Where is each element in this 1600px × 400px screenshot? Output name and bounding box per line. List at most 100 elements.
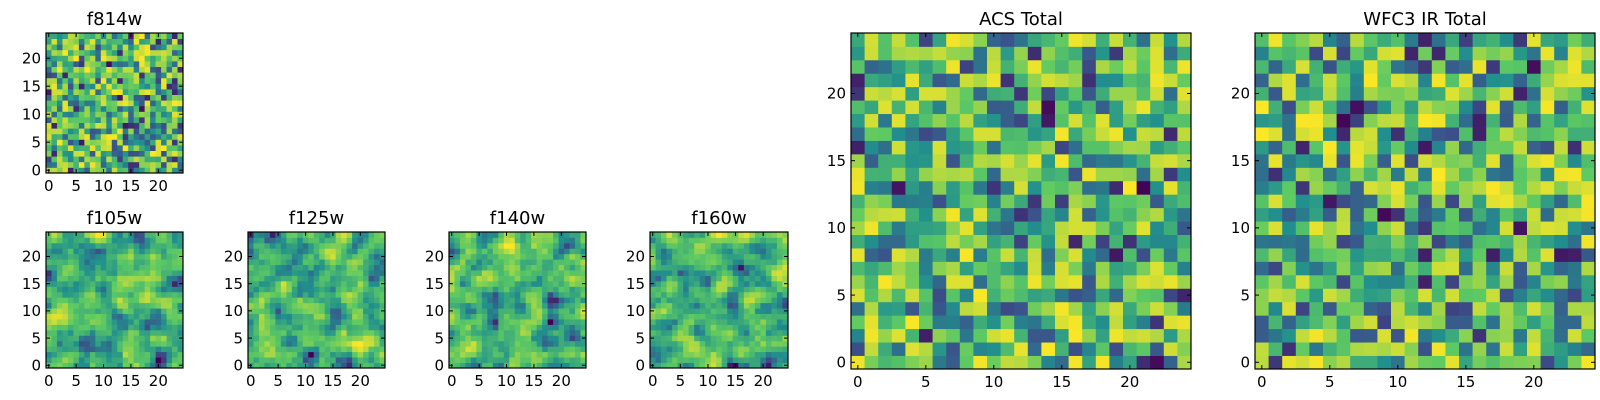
heatmap-cell bbox=[705, 357, 712, 363]
heatmap-cell bbox=[1581, 100, 1596, 115]
heatmap-cell bbox=[1123, 342, 1137, 356]
heatmap-cell bbox=[476, 275, 483, 282]
heatmap-cell bbox=[363, 297, 369, 304]
heatmap-cell bbox=[520, 264, 527, 271]
heatmap-cell bbox=[905, 46, 920, 61]
heatmap-cell bbox=[765, 308, 772, 314]
heatmap-cell bbox=[172, 362, 178, 369]
heatmap-cell bbox=[449, 286, 455, 293]
heatmap-cell bbox=[1150, 288, 1165, 303]
heatmap-cell bbox=[782, 264, 789, 271]
heatmap-cell bbox=[62, 128, 69, 135]
heatmap-cell bbox=[280, 319, 287, 325]
heatmap-cell bbox=[177, 297, 184, 304]
heatmap-cell bbox=[374, 346, 380, 353]
heatmap-cell bbox=[374, 362, 380, 369]
heatmap-cell bbox=[564, 313, 570, 320]
heatmap-cell bbox=[297, 324, 304, 331]
heatmap-cell bbox=[749, 340, 756, 347]
heatmap-cell bbox=[547, 302, 554, 309]
heatmap-cell bbox=[1404, 33, 1419, 47]
heatmap-cell bbox=[1282, 153, 1297, 168]
heatmap-cell bbox=[1309, 59, 1324, 74]
heatmap-cell bbox=[1581, 59, 1596, 74]
heatmap-cell bbox=[177, 128, 184, 135]
heatmap-cell bbox=[253, 286, 260, 293]
heatmap-cell bbox=[133, 139, 140, 146]
heatmap-cell bbox=[248, 302, 254, 309]
heatmap-cell bbox=[721, 340, 728, 347]
heatmap-cell bbox=[346, 335, 353, 342]
heatmap-cell bbox=[525, 286, 532, 293]
heatmap-cell bbox=[1418, 248, 1433, 262]
heatmap-cell bbox=[1041, 207, 1056, 222]
heatmap-cell bbox=[716, 357, 723, 363]
heatmap-cell bbox=[525, 346, 532, 353]
heatmap-cell bbox=[1554, 274, 1569, 289]
heatmap-cell bbox=[117, 167, 124, 174]
heatmap-cell bbox=[738, 297, 745, 304]
heatmap-cell bbox=[128, 72, 135, 79]
heatmap-cell bbox=[111, 275, 118, 282]
heatmap-cell bbox=[716, 319, 723, 325]
heatmap-cell bbox=[459, 302, 466, 309]
heatmap-cell bbox=[891, 328, 906, 343]
heatmap-cell bbox=[1177, 342, 1192, 356]
heatmap-cell bbox=[1255, 194, 1269, 209]
heatmap-cell bbox=[710, 324, 717, 331]
heatmap-cell bbox=[308, 291, 315, 298]
heatmap-cells bbox=[248, 232, 386, 369]
heatmap-cell bbox=[776, 357, 783, 363]
heatmap-cell bbox=[313, 362, 320, 369]
heatmap-cell bbox=[683, 291, 690, 298]
heatmap-cell bbox=[286, 297, 293, 304]
heatmap-cell bbox=[117, 94, 124, 101]
heatmap-cell bbox=[106, 83, 113, 90]
x-tick-label: 0 bbox=[44, 177, 54, 195]
heatmap-cell bbox=[95, 150, 102, 157]
heatmap-cell bbox=[1150, 127, 1165, 141]
heatmap-cell bbox=[1459, 288, 1473, 303]
heatmap-cell bbox=[117, 61, 124, 67]
heatmap-cell bbox=[1000, 180, 1015, 195]
heatmap-cell bbox=[765, 346, 772, 353]
heatmap-cell bbox=[771, 324, 778, 331]
heatmap-cell bbox=[449, 264, 455, 271]
heatmap-cell bbox=[1486, 234, 1501, 249]
heatmap-cell bbox=[1123, 180, 1137, 195]
heatmap-cell bbox=[721, 319, 728, 325]
heatmap-cell bbox=[46, 105, 52, 112]
heatmap-cell bbox=[520, 313, 527, 320]
heatmap-cell bbox=[1055, 315, 1069, 330]
heatmap-cell bbox=[959, 248, 974, 262]
heatmap-cell bbox=[1540, 153, 1555, 168]
heatmap-cell bbox=[727, 286, 734, 293]
heatmap-cell bbox=[672, 264, 678, 271]
heatmap-cell bbox=[1255, 315, 1269, 330]
heatmap-cell bbox=[476, 329, 483, 336]
heatmap-cell bbox=[661, 253, 667, 260]
heatmap-cell bbox=[144, 122, 151, 129]
heatmap-cell bbox=[106, 156, 113, 163]
heatmap-cell bbox=[78, 100, 85, 107]
heatmap-cell bbox=[111, 128, 118, 135]
heatmap-cell bbox=[106, 150, 113, 157]
heatmap-cell bbox=[308, 351, 315, 358]
heatmap-cell bbox=[161, 83, 167, 90]
heatmap-cell bbox=[161, 128, 167, 135]
heatmap-cell bbox=[56, 259, 63, 266]
heatmap-cell bbox=[374, 242, 380, 249]
heatmap-cell bbox=[1350, 315, 1365, 330]
heatmap-cell bbox=[1431, 100, 1446, 115]
heatmap-cell bbox=[291, 324, 298, 331]
heatmap-cell bbox=[1527, 180, 1541, 195]
heatmap-cell bbox=[264, 329, 271, 336]
heatmap-cell bbox=[166, 117, 173, 123]
heatmap-cell bbox=[67, 66, 74, 73]
heatmap-cell bbox=[547, 329, 554, 336]
heatmap-cell bbox=[564, 270, 570, 276]
heatmap-cell bbox=[1499, 234, 1514, 249]
heatmap-cell bbox=[1163, 207, 1178, 222]
heatmap-cell bbox=[1309, 234, 1324, 249]
heatmap-cell bbox=[1350, 59, 1365, 74]
